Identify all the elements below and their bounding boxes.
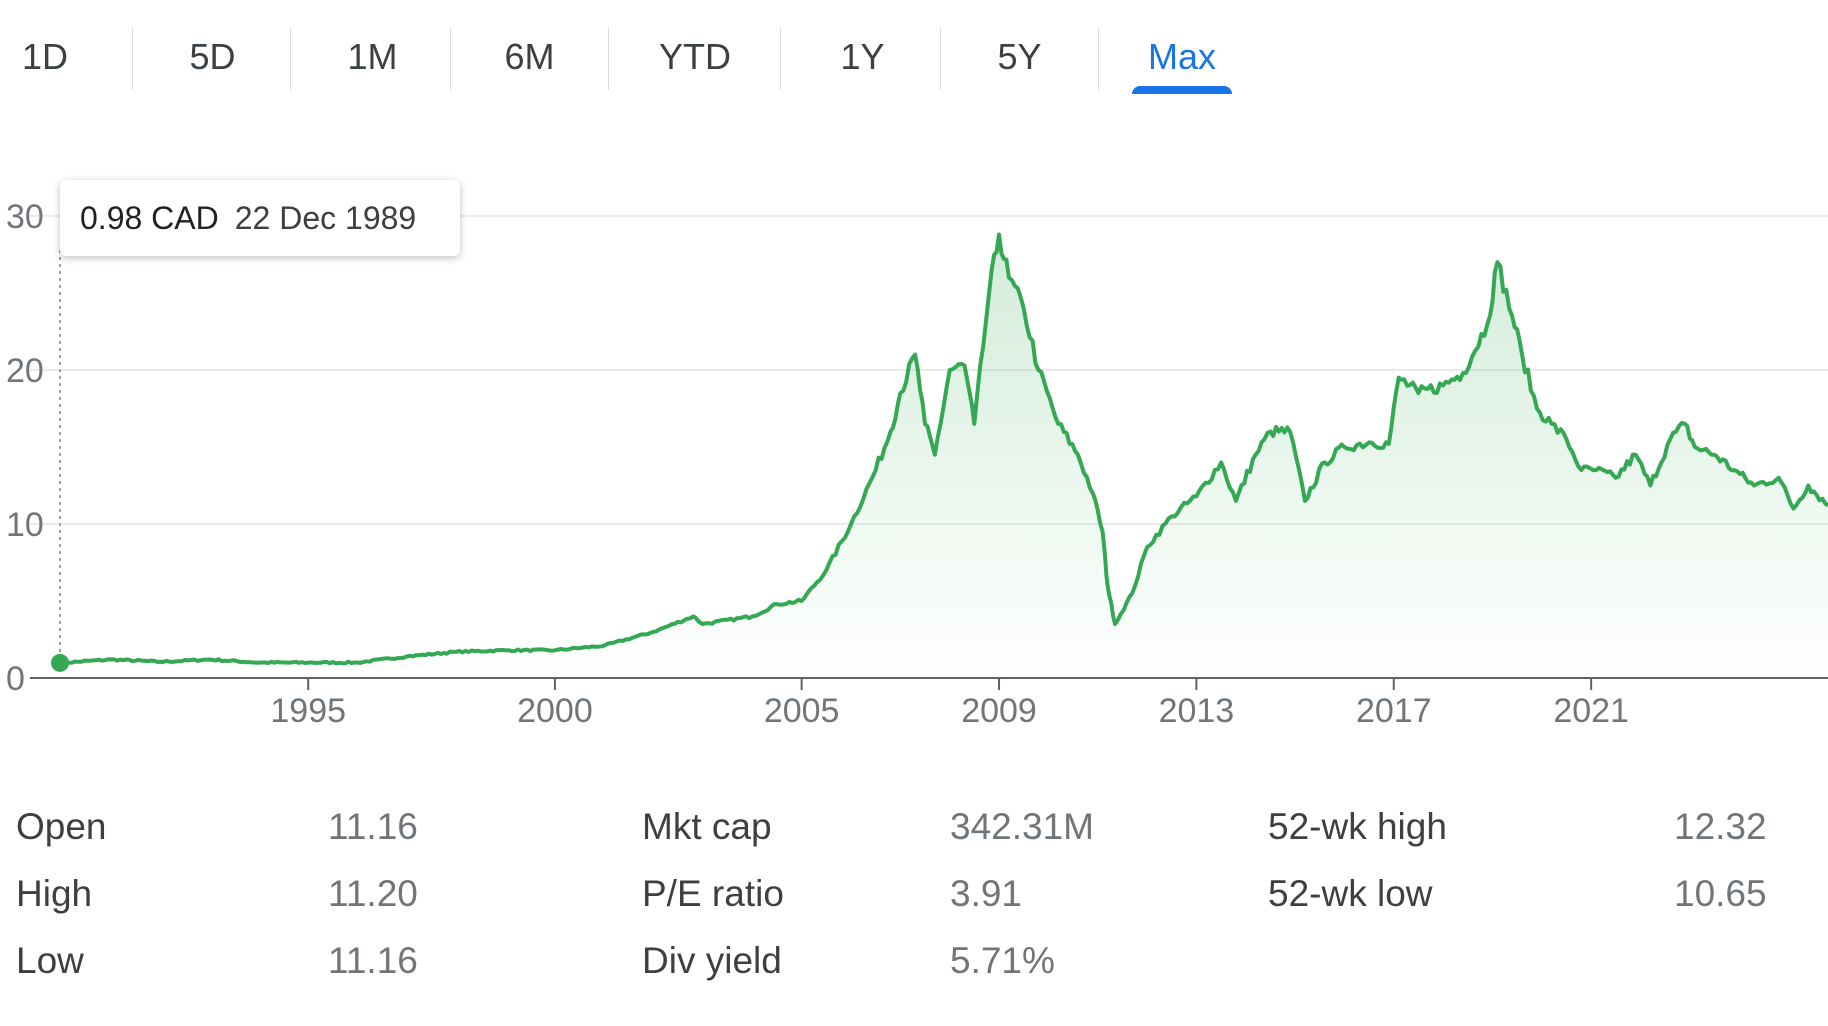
- tab-5d[interactable]: 5D: [165, 28, 260, 86]
- y-tick-label: 10: [6, 506, 44, 544]
- price-chart[interactable]: 0 10 20 30 1995 2000 2005 2009 2013 2017 2021: [0, 150, 1828, 740]
- tab-1y[interactable]: 1Y: [815, 28, 910, 86]
- stat-open-label: Open: [16, 806, 107, 847]
- x-tick-label: 2000: [517, 692, 593, 730]
- tab-separator: [780, 28, 781, 90]
- tab-6m-label: 6M: [504, 36, 555, 77]
- tab-ytd[interactable]: YTD: [640, 28, 750, 86]
- tab-1d[interactable]: 1D: [0, 28, 90, 86]
- x-tick-label: 2009: [961, 692, 1037, 730]
- tooltip-price: 0.98 CAD: [80, 200, 219, 236]
- key-stats: Open 11.16 High 11.20 Low 11.16 Mkt cap …: [0, 790, 1828, 1010]
- stat-mkt-cap-label: Mkt cap: [642, 806, 772, 847]
- price-area: [60, 234, 1828, 678]
- tab-1m[interactable]: 1M: [325, 28, 420, 86]
- tab-separator: [608, 28, 609, 90]
- x-tick-label: 2013: [1159, 692, 1235, 730]
- y-tick-label: 20: [6, 352, 44, 390]
- tab-separator: [450, 28, 451, 90]
- stat-open-value: 11.16: [328, 806, 418, 847]
- y-axis-ticks: 0 10 20 30: [6, 198, 44, 698]
- tab-1m-label: 1M: [347, 36, 398, 77]
- price-line: [59, 232, 1828, 666]
- stat-high-value: 11.20: [328, 873, 418, 914]
- tab-separator: [1098, 28, 1099, 90]
- tooltip-date: 22 Dec 1989: [234, 200, 417, 236]
- tab-5d-label: 5D: [189, 36, 236, 77]
- hover-point: [51, 653, 69, 672]
- price-tooltip: 0.98 CAD 22 Dec 1989: [60, 180, 460, 256]
- stat-52wk-high-value: 12.32: [1674, 806, 1767, 847]
- y-tick-label: 0: [6, 660, 25, 698]
- stat-low-value: 11.16: [328, 940, 418, 981]
- tab-5y[interactable]: 5Y: [972, 28, 1067, 86]
- tab-1d-label: 1D: [21, 36, 69, 77]
- x-axis-ticks: 1995 2000 2005 2009 2013 2017 2021: [270, 678, 1629, 730]
- x-tick-label: 2005: [764, 692, 840, 730]
- stat-div-yield-label: Div yield: [642, 940, 782, 981]
- stat-52wk-low-value: 10.65: [1674, 873, 1767, 914]
- tab-separator: [132, 28, 133, 90]
- tab-5y-label: 5Y: [997, 36, 1042, 77]
- stat-low-label: Low: [16, 940, 84, 981]
- x-tick-label: 2021: [1553, 692, 1629, 730]
- tab-ytd-label: YTD: [659, 36, 731, 77]
- stat-mkt-cap-value: 342.31M: [950, 806, 1094, 847]
- stat-52wk-high-label: 52-wk high: [1268, 806, 1447, 847]
- tab-max[interactable]: Max: [1132, 28, 1232, 94]
- stat-pe-ratio-label: P/E ratio: [642, 873, 784, 914]
- tab-max-label: Max: [1147, 36, 1216, 77]
- stat-div-yield-value: 5.71%: [950, 940, 1055, 981]
- y-tick-label: 30: [6, 198, 44, 236]
- tab-underline: [1132, 86, 1232, 94]
- tab-6m[interactable]: 6M: [482, 28, 577, 86]
- stat-pe-ratio-value: 3.91: [950, 873, 1023, 914]
- stat-52wk-low-label: 52-wk low: [1268, 873, 1433, 914]
- x-tick-label: 2017: [1356, 692, 1432, 730]
- tab-separator: [290, 28, 291, 90]
- range-tabs: 1D 5D 1M 6M YTD 1Y 5Y Max: [0, 0, 1828, 100]
- x-tick-label: 1995: [270, 692, 346, 730]
- tab-1y-label: 1Y: [840, 36, 885, 77]
- tab-separator: [940, 28, 941, 90]
- stat-high-label: High: [16, 873, 93, 914]
